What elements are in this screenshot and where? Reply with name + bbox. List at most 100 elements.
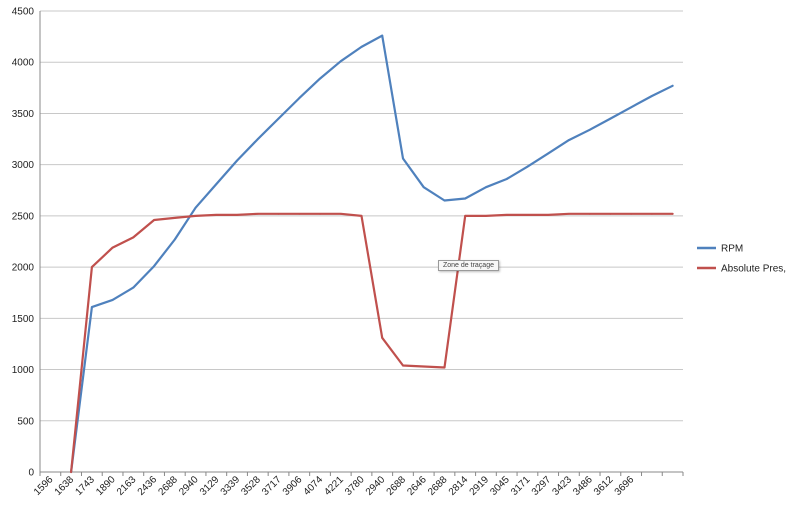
data-point bbox=[298, 97, 301, 99]
data-point bbox=[505, 178, 508, 180]
x-tick-label: 3297 bbox=[530, 474, 554, 498]
x-tick-label: 3612 bbox=[592, 474, 616, 498]
y-tick-label: 1500 bbox=[12, 314, 35, 325]
data-point bbox=[339, 60, 342, 63]
data-point bbox=[485, 214, 487, 217]
data-point bbox=[588, 128, 591, 131]
x-tick-label: 3906 bbox=[281, 474, 305, 498]
x-tick-label: 3171 bbox=[509, 474, 533, 498]
data-point bbox=[650, 212, 653, 215]
data-point bbox=[277, 212, 280, 215]
data-point bbox=[443, 199, 446, 202]
x-tick-label: 2940 bbox=[177, 474, 201, 498]
data-point bbox=[609, 212, 612, 215]
data-point bbox=[547, 152, 550, 155]
data-point bbox=[153, 219, 155, 221]
y-tick-label: 1000 bbox=[12, 365, 35, 376]
x-tick-label: 1890 bbox=[94, 474, 118, 498]
x-tick-label: 3045 bbox=[488, 474, 512, 498]
data-point bbox=[630, 212, 633, 215]
data-point bbox=[464, 197, 467, 200]
x-tick-label: 2688 bbox=[426, 474, 450, 498]
x-tick-label: 1596 bbox=[32, 474, 56, 498]
data-point bbox=[588, 212, 591, 215]
x-tick-label: 3780 bbox=[343, 474, 367, 498]
series-line-rpm bbox=[69, 34, 674, 474]
x-tick-label: 2919 bbox=[468, 474, 492, 498]
data-point bbox=[671, 84, 674, 87]
y-tick-label: 4000 bbox=[12, 58, 35, 69]
data-point bbox=[173, 238, 176, 241]
data-point bbox=[339, 212, 342, 215]
data-point bbox=[422, 186, 425, 189]
data-point bbox=[319, 212, 321, 215]
x-tick-label: 1743 bbox=[73, 474, 97, 498]
x-tick-label: 2688 bbox=[156, 474, 180, 498]
plot-area-tooltip: Zone de traçage bbox=[438, 260, 499, 271]
x-tick-label: 2436 bbox=[136, 474, 160, 498]
data-point bbox=[464, 214, 467, 217]
data-point bbox=[132, 286, 135, 289]
data-point bbox=[402, 157, 404, 160]
x-tick-label: 3423 bbox=[551, 474, 575, 498]
data-point bbox=[609, 117, 612, 120]
data-point bbox=[153, 265, 155, 267]
data-point bbox=[671, 212, 674, 215]
data-point bbox=[485, 186, 487, 189]
x-tick-label: 3486 bbox=[571, 474, 595, 498]
data-point bbox=[360, 45, 363, 48]
data-point bbox=[215, 183, 218, 186]
legend-label: RPM bbox=[721, 244, 743, 255]
data-point bbox=[236, 159, 238, 162]
x-tick-label: 2688 bbox=[385, 474, 409, 498]
data-point bbox=[132, 236, 135, 239]
x-tick-label: 3339 bbox=[219, 474, 243, 498]
data-point bbox=[381, 336, 384, 339]
data-point bbox=[319, 77, 321, 80]
data-point bbox=[236, 213, 238, 216]
x-tick-label: 3696 bbox=[613, 474, 637, 498]
data-point bbox=[526, 213, 529, 216]
data-point bbox=[360, 214, 363, 217]
y-tick-label: 0 bbox=[28, 468, 34, 479]
x-tick-label: 2940 bbox=[364, 474, 388, 498]
data-point bbox=[298, 212, 301, 215]
x-tick-label: 2646 bbox=[405, 474, 429, 498]
data-point bbox=[173, 217, 176, 219]
data-point bbox=[256, 212, 259, 215]
x-tick-label: 2163 bbox=[115, 474, 139, 498]
data-point bbox=[194, 214, 197, 217]
x-tick-label: 3717 bbox=[260, 474, 284, 498]
data-point bbox=[526, 165, 529, 168]
data-point bbox=[568, 212, 570, 215]
data-point bbox=[547, 213, 550, 216]
legend-label: Absolute Pres, bbox=[721, 264, 786, 275]
data-point bbox=[505, 213, 508, 216]
x-tick-label: 3129 bbox=[198, 474, 222, 498]
x-tick-label: 4221 bbox=[322, 474, 346, 498]
y-tick-label: 3000 bbox=[12, 160, 35, 171]
data-point bbox=[402, 364, 404, 367]
data-point bbox=[422, 365, 425, 368]
data-point bbox=[568, 139, 570, 141]
data-point bbox=[381, 34, 384, 37]
series-line-absolute-pres bbox=[69, 212, 674, 474]
data-point bbox=[111, 298, 114, 301]
data-point bbox=[111, 246, 114, 249]
data-point bbox=[90, 266, 93, 269]
data-point bbox=[90, 306, 93, 308]
data-point bbox=[256, 138, 259, 140]
data-point bbox=[215, 213, 218, 216]
x-tick-label: 2814 bbox=[447, 474, 471, 498]
x-tick-label: 1638 bbox=[53, 474, 77, 498]
data-point bbox=[630, 106, 633, 109]
data-point bbox=[650, 95, 653, 97]
x-tick-label: 4074 bbox=[302, 474, 326, 498]
y-tick-label: 2500 bbox=[12, 211, 35, 222]
data-point bbox=[443, 366, 446, 369]
y-tick-label: 2000 bbox=[12, 263, 35, 274]
y-tick-label: 4500 bbox=[12, 7, 35, 18]
x-tick-label: 3528 bbox=[239, 474, 263, 498]
